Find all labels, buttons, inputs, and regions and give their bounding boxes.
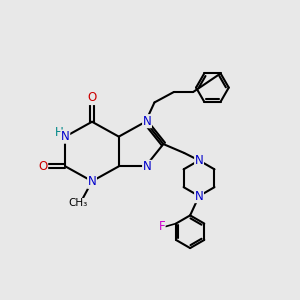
Text: N: N: [143, 115, 152, 128]
Text: CH₃: CH₃: [68, 199, 88, 208]
Text: O: O: [87, 92, 97, 104]
Text: N: N: [195, 154, 203, 167]
Text: N: N: [195, 190, 203, 202]
Text: N: N: [143, 160, 152, 173]
Text: H: H: [55, 126, 64, 139]
Text: O: O: [38, 160, 48, 173]
Text: N: N: [88, 175, 96, 188]
Text: F: F: [158, 220, 165, 233]
Text: N: N: [61, 130, 70, 143]
